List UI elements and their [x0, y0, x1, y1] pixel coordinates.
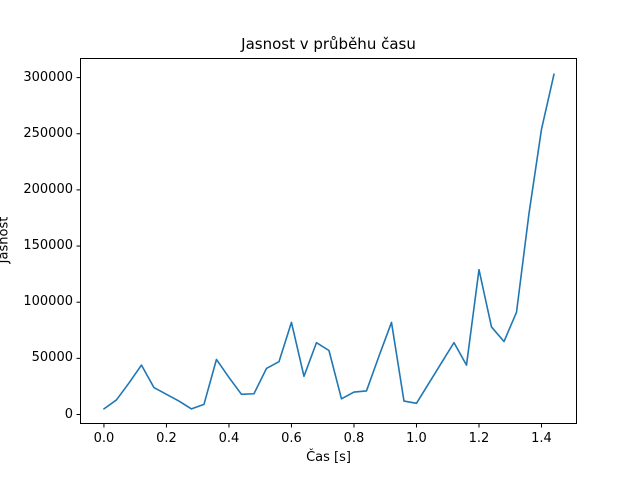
x-tick-label: 0.8	[343, 430, 365, 446]
y-tick-label: 0	[64, 406, 73, 422]
y-tick-label: 300000	[23, 69, 73, 85]
x-tick-label: 1.0	[406, 430, 427, 446]
x-tick-label: 0.4	[218, 430, 240, 446]
x-tick-label: 1.2	[468, 430, 490, 446]
axes-spines	[80, 58, 577, 424]
y-tick-label: 50000	[31, 350, 73, 366]
x-tick-label: 1.4	[531, 430, 552, 446]
y-tick-label: 200000	[23, 181, 73, 197]
x-tick-label: 0.6	[281, 430, 302, 446]
y-tick-label: 100000	[23, 294, 73, 310]
x-tick-label: 0.0	[93, 430, 115, 446]
y-tick-label: 150000	[23, 238, 73, 254]
y-tick-label: 250000	[23, 125, 73, 141]
data-line-series	[103, 73, 555, 410]
x-axis-label: Čas [s]	[306, 450, 351, 465]
x-tick-label: 0.2	[156, 430, 177, 446]
chart-title: Jasnost v průběhu času	[241, 35, 416, 53]
